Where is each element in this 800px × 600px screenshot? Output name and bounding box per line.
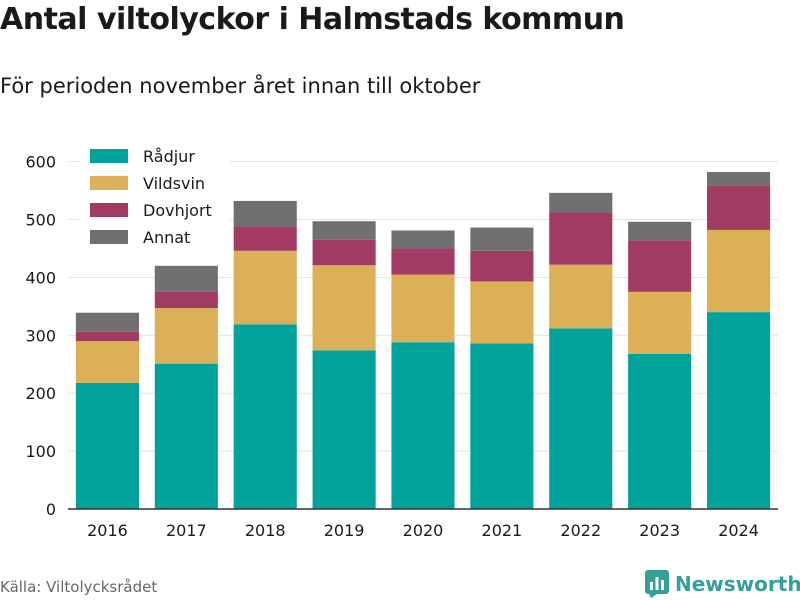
- brand[interactable]: Newsworthy: [645, 570, 800, 598]
- bar-segment-r-djur: [470, 343, 534, 509]
- bar-segment-annat: [312, 221, 376, 240]
- bar-segment-vildsvin: [628, 291, 692, 354]
- bar-segment-annat: [707, 172, 771, 186]
- bar-segment-dovhjort: [312, 239, 376, 266]
- bar-segment-annat: [154, 265, 218, 292]
- bars: [75, 172, 771, 509]
- y-tick-label: 400: [25, 268, 56, 287]
- bar-segment-r-djur: [75, 382, 139, 509]
- bar-segment-annat: [233, 200, 297, 227]
- bar-segment-dovhjort: [154, 291, 218, 309]
- x-tick-label: 2023: [639, 521, 680, 540]
- x-tick-label: 2016: [87, 521, 128, 540]
- legend-swatch: [90, 176, 128, 190]
- bar-segment-vildsvin: [233, 250, 297, 325]
- legend-swatch: [90, 230, 128, 244]
- bar-segment-vildsvin: [312, 265, 376, 351]
- bar-segment-vildsvin: [549, 264, 613, 329]
- bar-segment-annat: [391, 230, 455, 249]
- x-tick-label: 2019: [324, 521, 365, 540]
- bar-segment-dovhjort: [391, 248, 455, 275]
- bar-segment-dovhjort: [707, 185, 771, 230]
- bar-segment-r-djur: [628, 353, 692, 509]
- x-tick-label: 2022: [560, 521, 601, 540]
- x-tick-label: 2018: [245, 521, 286, 540]
- bar-segment-annat: [470, 227, 534, 251]
- y-tick-label: 100: [25, 442, 56, 461]
- y-tick-label: 500: [25, 210, 56, 229]
- brand-name: Newsworthy: [675, 572, 800, 596]
- bar-segment-r-djur: [549, 328, 613, 509]
- legend-swatch: [90, 149, 128, 163]
- legend-label: Vildsvin: [143, 174, 205, 193]
- y-tick-label: 600: [25, 153, 56, 172]
- bar-segment-annat: [75, 312, 139, 332]
- bar-segment-dovhjort: [628, 240, 692, 292]
- x-tick-label: 2024: [718, 521, 759, 540]
- bar-segment-dovhjort: [549, 212, 613, 265]
- legend-label: Rådjur: [143, 147, 195, 166]
- x-tick-label: 2020: [403, 521, 444, 540]
- y-tick-label: 0: [46, 500, 56, 519]
- axes: 0 100 200 300 400 500 600 2016 2017 2018 2019 2020 2…: [25, 153, 778, 540]
- legend-swatch: [90, 203, 128, 217]
- bar-segment-dovhjort: [470, 250, 534, 282]
- legend-label: Annat: [143, 228, 190, 247]
- x-tick-label: 2021: [482, 521, 523, 540]
- bar-segment-vildsvin: [470, 281, 534, 344]
- bar-segment-r-djur: [707, 312, 771, 509]
- legend: Rådjur Vildsvin Dovhjort Annat: [80, 140, 230, 258]
- bar-segment-vildsvin: [707, 229, 771, 313]
- newsworthy-logo-icon: [645, 570, 669, 598]
- y-tick-label: 300: [25, 326, 56, 345]
- bar-segment-r-djur: [391, 342, 455, 509]
- bar-segment-vildsvin: [154, 308, 218, 364]
- x-tick-label: 2017: [166, 521, 207, 540]
- bar-segment-r-djur: [233, 324, 297, 509]
- bar-segment-r-djur: [154, 363, 218, 509]
- bar-segment-dovhjort: [233, 226, 297, 251]
- bar-segment-vildsvin: [391, 274, 455, 343]
- source-note: Källa: Viltolycksrådet: [0, 578, 158, 596]
- bar-segment-annat: [628, 221, 692, 241]
- legend-label: Dovhjort: [143, 201, 212, 220]
- chart-title: Antal viltolyckor i Halmstads kommun: [0, 2, 625, 37]
- bar-segment-vildsvin: [75, 341, 139, 383]
- bar-segment-annat: [549, 192, 613, 213]
- chart-subtitle: För perioden november året innan till ok…: [0, 74, 481, 98]
- bar-segment-dovhjort: [75, 331, 139, 342]
- bar-segment-r-djur: [312, 350, 376, 509]
- y-tick-label: 200: [25, 384, 56, 403]
